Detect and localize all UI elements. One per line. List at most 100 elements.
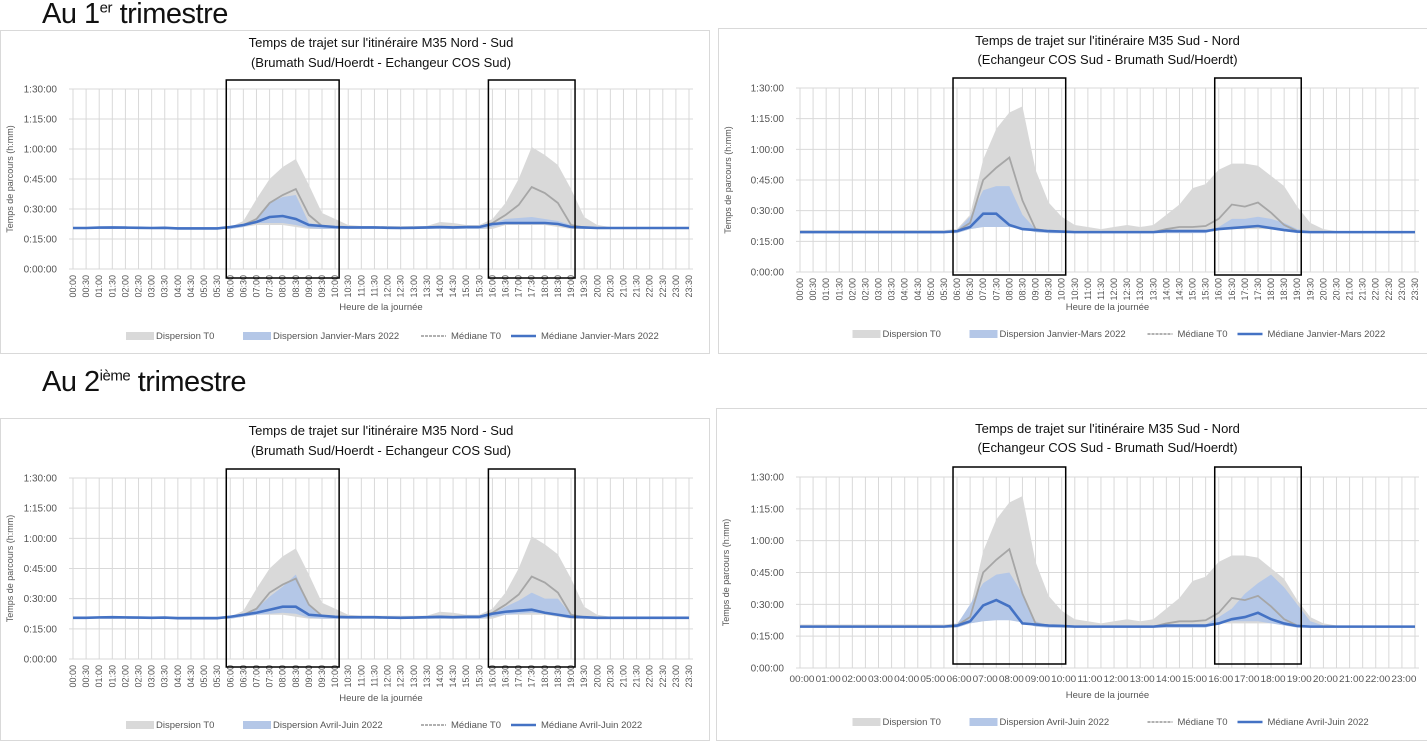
x-tick-label: 17:30 [527,665,537,688]
x-tick-label: 18:00 [1261,674,1286,684]
x-tick-label: 00:00 [68,275,78,298]
legend-swatch-dispersion-2022 [243,721,271,729]
x-tick-label: 20:00 [1313,674,1338,684]
x-tick-label: 05:30 [939,278,949,301]
x-tick-label: 17:00 [514,275,524,298]
x-tick-label: 01:00 [94,665,104,688]
chart-title-line: (Echangeur COS Sud - Brumath Sud/Hoerdt) [977,52,1237,67]
x-tick-label: 15:30 [1201,278,1211,301]
x-tick-label: 04:00 [900,278,910,301]
x-tick-label: 16:00 [1214,278,1224,301]
x-tick-label: 14:00 [435,665,445,688]
x-tick-label: 10:30 [343,665,353,688]
y-tick-label: 0:30:00 [751,206,785,217]
y-tick-label: 0:00:00 [751,268,785,279]
x-tick-label: 21:30 [632,275,642,298]
legend-swatch-dispersion-2022 [969,718,998,726]
x-tick-label: 16:30 [1227,278,1237,301]
y-axis-label: Temps de parcours (h:mm) [723,126,733,234]
y-tick-label: 1:30:00 [24,474,58,485]
x-tick-label: 02:30 [134,665,144,688]
x-tick-label: 06:30 [238,665,248,688]
chart-svg: Temps de trajet sur l'itinéraire M35 Nor… [5,423,694,731]
x-tick-label: 15:00 [461,275,471,298]
x-tick-label: 10:00 [330,275,340,298]
y-tick-label: 0:00:00 [751,664,785,675]
x-tick-label: 20:00 [1318,278,1328,301]
y-tick-label: 1:00:00 [24,534,58,545]
x-tick-label: 07:30 [265,665,275,688]
x-tick-label: 21:00 [618,275,628,298]
x-tick-label: 11:00 [1077,674,1102,684]
x-tick-label: 09:00 [304,275,314,298]
x-tick-label: 05:00 [920,674,945,684]
x-tick-label: 15:00 [1182,674,1207,684]
x-tick-label: 17:30 [527,275,537,298]
heading-q1-suffix: trimestre [112,0,229,30]
x-tick-label: 11:00 [1083,278,1093,300]
x-tick-label: 01:30 [107,275,117,298]
median-t0-line [73,575,689,620]
x-tick-label: 05:30 [212,275,222,298]
x-tick-label: 04:00 [173,275,183,298]
x-tick-label: 15:00 [1188,278,1198,301]
x-tick-label: 04:30 [186,665,196,688]
y-tick-label: 0:00:00 [24,655,58,666]
x-tick-label: 03:30 [160,275,170,298]
dispersion-2022-band [73,574,689,619]
legend-swatch-dispersion-2022 [243,332,271,340]
x-tick-label: 08:00 [278,665,288,688]
y-tick-label: 1:15:00 [24,504,58,515]
x-tick-label: 14:30 [448,275,458,298]
x-tick-label: 23:30 [684,665,694,688]
legend-label: Dispersion Janvier-Mars 2022 [273,331,399,342]
heading-q1-sup: er [99,0,113,17]
x-tick-label: 15:00 [461,665,471,688]
x-tick-label: 17:00 [1240,278,1250,301]
x-tick-label: 16:00 [1208,674,1233,684]
x-tick-label: 09:30 [317,275,327,298]
x-axis-label: Heure de la journée [339,302,422,313]
x-tick-label: 09:30 [1044,278,1054,301]
x-tick-label: 08:30 [291,275,301,298]
median-2022-line [800,212,1415,234]
x-tick-label: 22:30 [658,275,668,298]
x-tick-label: 10:00 [330,665,340,688]
x-tick-label: 20:30 [605,665,615,688]
x-tick-label: 03:00 [147,275,157,298]
legend-label: Médiane Janvier-Mars 2022 [541,331,659,342]
x-tick-label: 03:30 [160,665,170,688]
x-tick-label: 01:00 [821,278,831,301]
x-tick-label: 06:00 [225,275,235,298]
y-tick-label: 1:30:00 [24,85,58,96]
x-tick-label: 09:00 [1031,278,1041,301]
x-tick-label: 09:00 [304,665,314,688]
x-tick-label: 00:30 [808,278,818,301]
x-tick-label: 23:30 [684,275,694,298]
x-tick-label: 05:00 [199,275,209,298]
x-tick-label: 07:30 [265,275,275,298]
x-tick-label: 14:00 [1156,674,1181,684]
x-tick-label: 01:00 [94,275,104,298]
x-tick-label: 23:00 [671,665,681,688]
y-tick-label: 0:15:00 [24,624,58,635]
x-tick-label: 19:30 [579,275,589,298]
legend-swatch-dispersion-2022 [969,330,998,338]
y-tick-label: 0:45:00 [751,568,785,579]
x-tick-label: 18:30 [553,275,563,298]
x-axis-label: Heure de la journée [1066,302,1149,313]
x-tick-label: 19:00 [1292,278,1302,301]
dispersion-2022-band [73,195,689,229]
y-tick-label: 1:15:00 [751,504,785,515]
heading-q2-prefix: Au 2 [42,366,100,398]
chart-title-line: Temps de trajet sur l'itinéraire M35 Sud… [975,421,1240,436]
x-tick-label: 02:00 [120,665,130,688]
x-tick-label: 22:30 [658,665,668,688]
x-tick-label: 11:30 [369,275,379,297]
y-tick-label: 1:15:00 [751,114,785,125]
x-tick-label: 19:00 [1287,674,1312,684]
x-axis-label: Heure de la journée [1066,690,1149,701]
legend-label: Médiane T0 [451,720,501,731]
x-tick-label: 03:00 [874,278,884,301]
x-tick-label: 09:00 [1025,674,1050,684]
